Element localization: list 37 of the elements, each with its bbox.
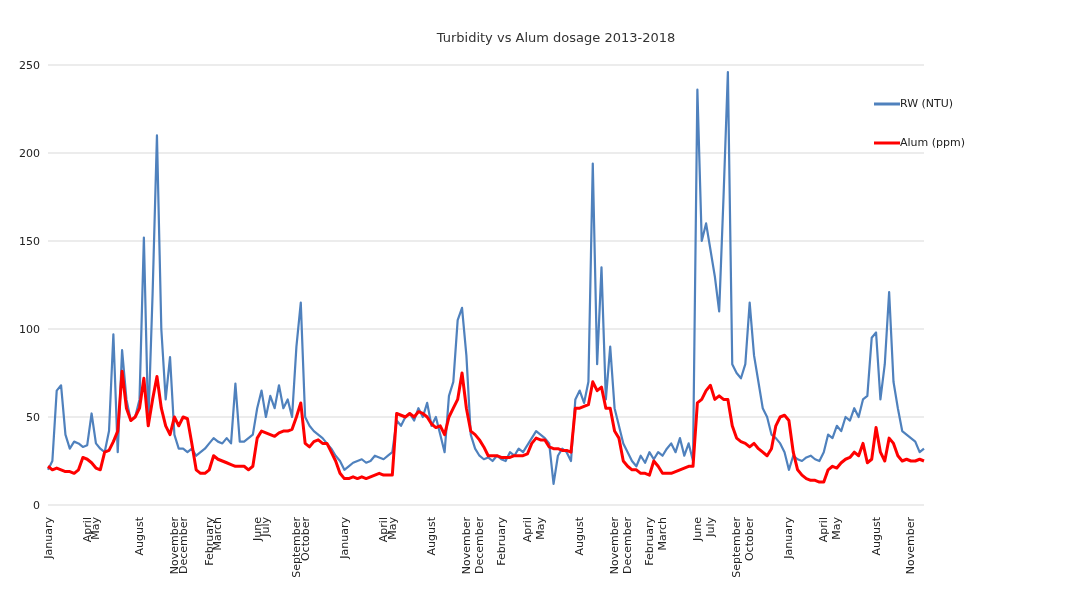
x-tick-label: June — [690, 516, 704, 542]
x-tick-label: January — [41, 516, 55, 560]
x-tick-label: March — [656, 516, 670, 551]
x-tick-label: February — [642, 516, 656, 566]
x-tick-label: May — [533, 516, 547, 540]
y-tick-label: 250 — [19, 58, 40, 72]
x-tick-label: August — [573, 516, 587, 556]
x-tick-label: May — [830, 516, 844, 540]
x-tick-label: November — [608, 516, 622, 575]
x-tick-label: April — [80, 517, 94, 543]
y-tick-label: 200 — [19, 146, 40, 160]
y-tick-label: 50 — [26, 410, 40, 424]
x-tick-label: August — [133, 516, 147, 556]
x-tick-label: October — [743, 516, 757, 562]
y-tick-label: 150 — [19, 234, 40, 248]
line-series — [46, 369, 926, 484]
x-tick-label: November — [459, 516, 473, 575]
y-tick-label: 0 — [33, 498, 40, 512]
x-tick-label: July — [703, 516, 717, 538]
x-tick-label: February — [494, 516, 508, 566]
x-tick-label: September — [730, 516, 744, 578]
x-tick-label: January — [337, 516, 351, 560]
x-tick-label: December — [621, 516, 635, 575]
x-tick-label: November — [904, 516, 918, 575]
x-tick-label: August — [425, 516, 439, 556]
x-tick-label: April — [817, 517, 831, 543]
y-tick-label: 100 — [19, 322, 40, 336]
x-tick-label: February — [202, 516, 216, 566]
x-tick-label: April — [520, 517, 534, 543]
x-tick-label: September — [289, 516, 303, 578]
x-tick-label: June — [250, 516, 264, 542]
x-tick-label: December — [472, 516, 486, 575]
x-tick-label: August — [869, 516, 883, 556]
chart-title: Turbidity vs Alum dosage 2013-2018 — [435, 29, 677, 45]
legend-label: RW (NTU) — [900, 97, 954, 110]
x-tick-label: January — [782, 516, 796, 560]
legend-label: Alum (ppm) — [900, 136, 966, 149]
